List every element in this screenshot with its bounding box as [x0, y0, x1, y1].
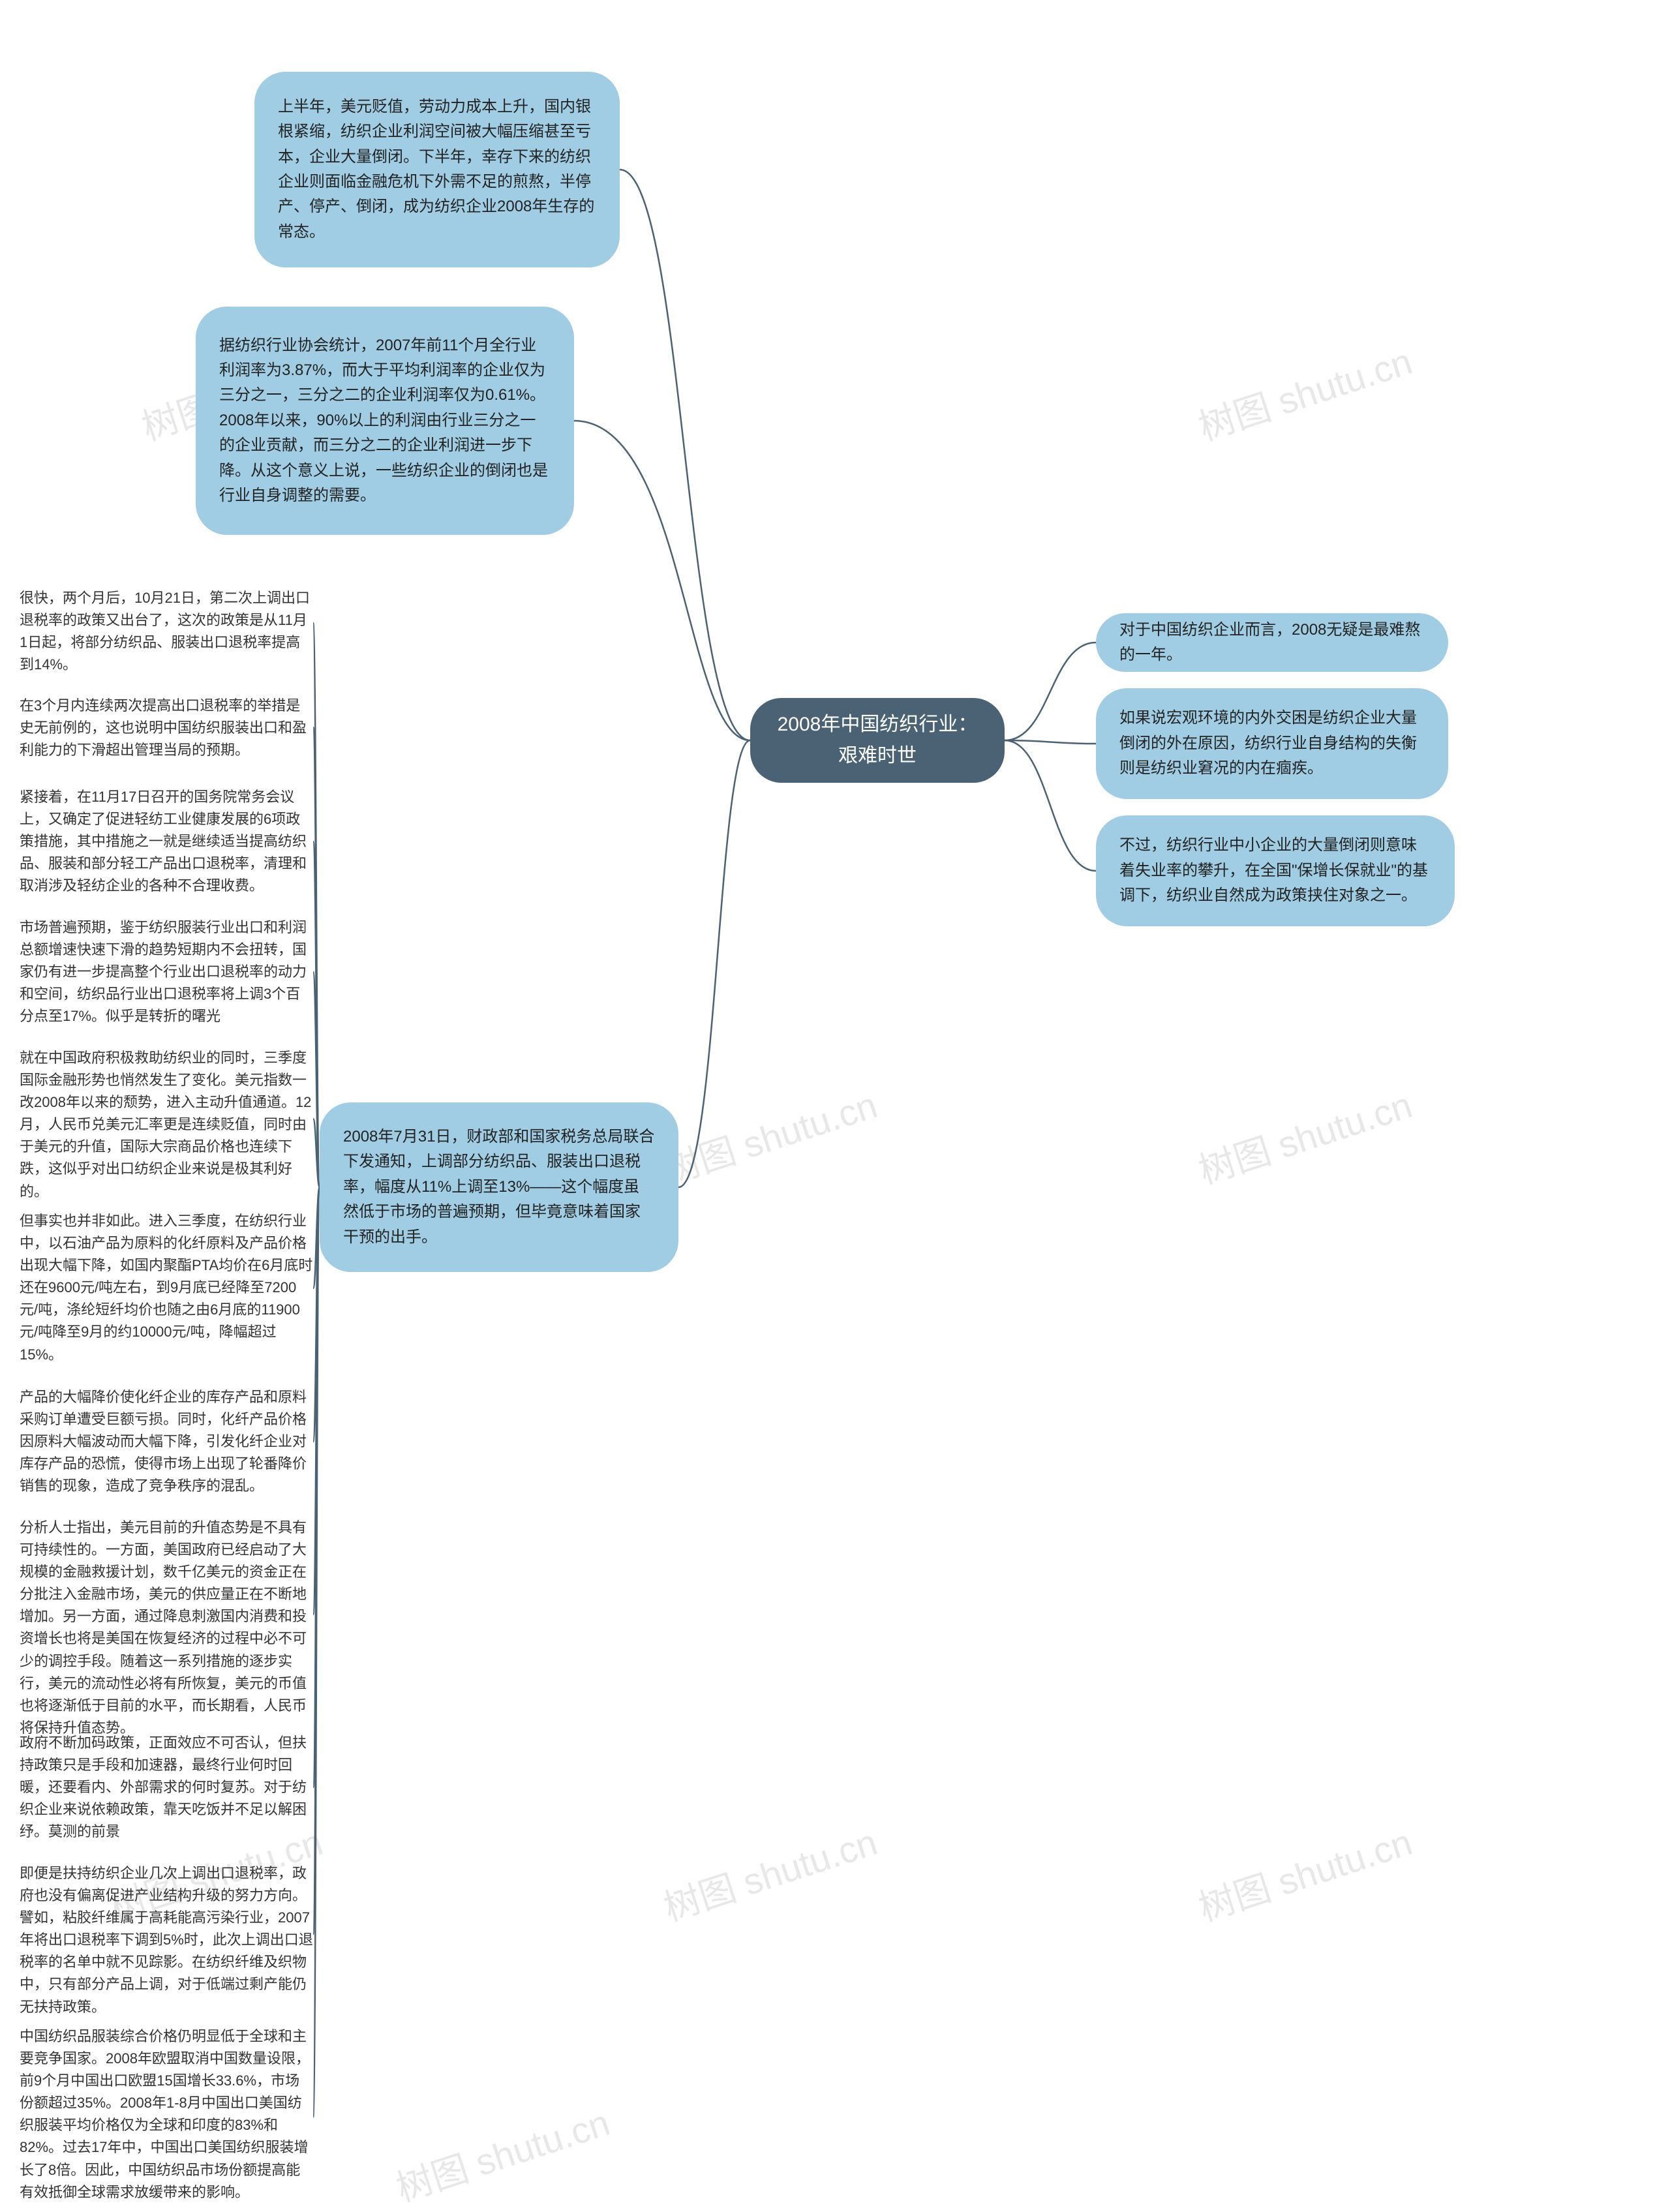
detail-text-content: 分析人士指出，美元目前的升值态势是不具有可持续性的。一方面，美国政府已经启动了大…	[20, 1517, 313, 1739]
detail-text-10: 即便是扶持纺织企业几次上调出口退税率，政府也没有偏离促进产业结构升级的努力方向。…	[20, 1862, 313, 2018]
detail-text-2: 在3个月内连续两次提高出口退税率的举措是史无前例的，这也说明中国纺织服装出口和盈…	[20, 695, 313, 761]
watermark: 树图 shutu.cn	[656, 1813, 883, 1932]
bubble-text: 据纺织行业协会统计，2007年前11个月全行业利润率为3.87%，而大于平均利润…	[219, 333, 551, 509]
detail-text-9: 政府不断加码政策，正面效应不可否认，但扶持政策只是手段和加速器，最终行业何时回暖…	[20, 1732, 313, 1843]
detail-text-content: 产品的大幅降价使化纤企业的库存产品和原料采购订单遭受巨额亏损。同时，化纤产品价格…	[20, 1386, 313, 1497]
watermark: 树图 shutu.cn	[1191, 1813, 1418, 1932]
detail-text-content: 市场普遍预期，鉴于纺织服装行业出口和利润总额增速快速下滑的趋势短期内不会扭转，国…	[20, 917, 313, 1027]
detail-text-11: 中国纺织品服装综合价格仍明显低于全球和主要竞争国家。2008年欧盟取消中国数量设…	[20, 2025, 313, 2204]
bubble-text: 上半年，美元贬值，劳动力成本上升，国内银根紧缩，纺织企业利润空间被大幅压缩甚至亏…	[278, 95, 596, 245]
watermark: 树图 shutu.cn	[389, 2094, 616, 2212]
detail-text-content: 但事实也并非如此。进入三季度，在纺织行业中，以石油产品为原料的化纤原料及产品价格…	[20, 1210, 313, 1366]
bubble-text: 2008年7月31日，财政部和国家税务总局联合下发通知，上调部分纺织品、服装出口…	[343, 1125, 655, 1250]
detail-text-6: 但事实也并非如此。进入三季度，在纺织行业中，以石油产品为原料的化纤原料及产品价格…	[20, 1210, 313, 1366]
detail-text-7: 产品的大幅降价使化纤企业的库存产品和原料采购订单遭受巨额亏损。同时，化纤产品价格…	[20, 1386, 313, 1497]
detail-text-content: 中国纺织品服装综合价格仍明显低于全球和主要竞争国家。2008年欧盟取消中国数量设…	[20, 2025, 313, 2204]
right-bubble-2: 如果说宏观环境的内外交困是纺织企业大量倒闭的外在原因，纺织行业自身结构的失衡则是…	[1096, 688, 1448, 799]
detail-text-content: 即便是扶持纺织企业几次上调出口退税率，政府也没有偏离促进产业结构升级的努力方向。…	[20, 1862, 313, 2018]
right-bubble-1: 对于中国纺织企业而言，2008无疑是最难熬的一年。	[1096, 613, 1448, 672]
left-bubble-1: 上半年，美元贬值，劳动力成本上升，国内银根紧缩，纺织企业利润空间被大幅压缩甚至亏…	[254, 72, 620, 267]
detail-text-content: 政府不断加码政策，正面效应不可否认，但扶持政策只是手段和加速器，最终行业何时回暖…	[20, 1732, 313, 1843]
detail-text-content: 就在中国政府积极救助纺织业的同时，三季度国际金融形势也悄然发生了变化。美元指数一…	[20, 1047, 313, 1203]
detail-text-content: 在3个月内连续两次提高出口退税率的举措是史无前例的，这也说明中国纺织服装出口和盈…	[20, 695, 313, 761]
detail-text-4: 市场普遍预期，鉴于纺织服装行业出口和利润总额增速快速下滑的趋势短期内不会扭转，国…	[20, 917, 313, 1027]
left-bubble-3: 2008年7月31日，财政部和国家税务总局联合下发通知，上调部分纺织品、服装出口…	[320, 1102, 678, 1272]
watermark: 树图 shutu.cn	[656, 1076, 883, 1195]
detail-text-content: 紧接着，在11月17日召开的国务院常务会议上，又确定了促进轻纺工业健康发展的6项…	[20, 786, 313, 897]
detail-text-8: 分析人士指出，美元目前的升值态势是不具有可持续性的。一方面，美国政府已经启动了大…	[20, 1517, 313, 1739]
bubble-text: 如果说宏观环境的内外交困是纺织企业大量倒闭的外在原因，纺织行业自身结构的失衡则是…	[1119, 706, 1425, 781]
right-bubble-3: 不过，纺织行业中小企业的大量倒闭则意味着失业率的攀升，在全国"保增长保就业"的基…	[1096, 815, 1455, 926]
left-bubble-2: 据纺织行业协会统计，2007年前11个月全行业利润率为3.87%，而大于平均利润…	[196, 307, 574, 535]
bubble-text: 不过，纺织行业中小企业的大量倒闭则意味着失业率的攀升，在全国"保增长保就业"的基…	[1119, 833, 1431, 908]
center-node: 2008年中国纺织行业：艰难时世	[750, 698, 1005, 783]
watermark: 树图 shutu.cn	[1191, 333, 1418, 451]
watermark: 树图 shutu.cn	[1191, 1076, 1418, 1195]
center-node-text: 2008年中国纺织行业：艰难时世	[774, 709, 981, 772]
bubble-text: 对于中国纺织企业而言，2008无疑是最难熬的一年。	[1119, 618, 1425, 668]
detail-text-content: 很快，两个月后，10月21日，第二次上调出口退税率的政策又出台了，这次的政策是从…	[20, 587, 313, 676]
detail-text-5: 就在中国政府积极救助纺织业的同时，三季度国际金融形势也悄然发生了变化。美元指数一…	[20, 1047, 313, 1203]
detail-text-1: 很快，两个月后，10月21日，第二次上调出口退税率的政策又出台了，这次的政策是从…	[20, 587, 313, 676]
detail-text-3: 紧接着，在11月17日召开的国务院常务会议上，又确定了促进轻纺工业健康发展的6项…	[20, 786, 313, 897]
